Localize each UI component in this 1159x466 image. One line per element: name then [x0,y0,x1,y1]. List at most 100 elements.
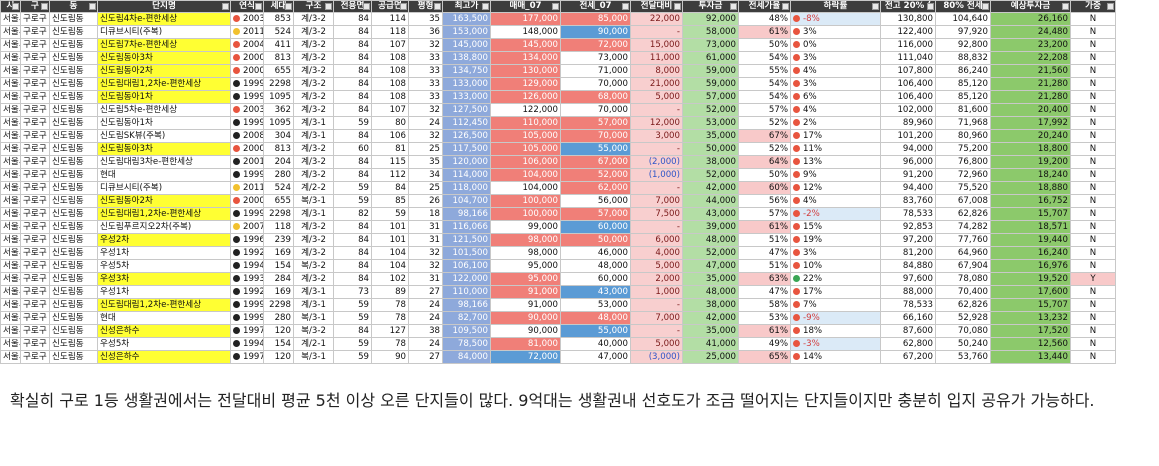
cell-text: 디큐브시티(주복) [100,182,163,193]
cell: 서울시 [0,155,21,169]
cell: 15,707 [990,207,1071,221]
cell: 신도림동 [49,38,98,52]
cell: 신도림동 [49,77,98,91]
cell: 신도림동 [49,311,98,325]
column-header: 80% 전세 [935,0,991,13]
spreadsheet: 시 구 동 단지명 연식 세대 구조 전용면 공급면 평형 최고가 매매_07 전세_07 전달대비 투자금… [0,0,1116,364]
cell-text: 112 [389,169,406,180]
cell-text: 133,000 [452,91,488,102]
cell: N [1070,25,1116,39]
column-header: 전용면 [333,0,372,13]
cell-text: 계/3-1 [301,117,326,128]
cell-text: 계/2-1 [301,338,326,349]
cell-text: 204 [274,156,291,167]
cell: 53,760 [935,350,991,364]
cell: - [630,324,683,338]
cell: 서울시 [0,129,21,143]
cell: 95,000 [490,272,561,286]
cell-text: 52,000 [705,247,736,258]
cell: 신도림동 [49,337,98,351]
cell: 53,000 [560,298,631,312]
cell-text: 84 [358,221,369,232]
cell-text: 서울시 [3,195,20,206]
cell: N [1070,298,1116,312]
cell: 133,000 [442,90,491,104]
cell: 17,520 [990,324,1071,338]
cell: N [1070,90,1116,104]
cell: 32 [408,103,443,117]
cell: 우성2차 [97,233,231,247]
table-row: 서울시구로구 신도림동 신도림동아3차 2000 813 계/3-2 60 81 25 117,5… [0,142,1116,156]
cell-text: 63% [768,273,788,284]
cell: 84,000 [442,350,491,364]
cell-text: 61% [768,221,788,232]
cell-text: 서울시 [3,325,20,336]
cell-text: 계/3-1 [301,286,326,297]
cell: 7,000 [630,311,683,325]
cell: 신도림동 [49,64,98,78]
cell: 신도림동 [49,129,98,143]
cell-text: 2004 [243,39,264,50]
cell-text: 24 [429,117,440,128]
cell-text: 85,120 [957,78,988,89]
cell-text: 90,000 [527,325,558,336]
cell-text: 59,000 [705,65,736,76]
cell-text: 145,000 [452,39,488,50]
cell-text: 92,853 [902,221,933,232]
cell-text: 50% [768,39,788,50]
cell-text: 32 [429,104,440,115]
cell: 59 [333,311,372,325]
cell-text: N [1089,247,1097,258]
cell: 52,000 [682,103,739,117]
cell-text: 2000 [243,195,264,206]
cell-text: 98,166 [457,208,488,219]
cell: 신도림동 [49,12,98,26]
cell-text: 94,000 [902,143,933,154]
cell-text: 24 [429,312,440,323]
cell-text: 신도림동 [52,260,84,271]
cell-text: 7% [803,299,817,310]
cell-text: 구로구 [23,221,47,232]
cell: 853 [263,12,294,26]
cell-text: 32 [429,39,440,50]
cell: 구로구 [20,90,50,104]
cell: 120,000 [442,155,491,169]
cell: 18,571 [990,220,1071,234]
cell: 284 [263,272,294,286]
table-row: 서울시구로구 신도림동 신도림대림1,2차e-편한세상 1999 2298 계/3-1 59… [0,298,1116,312]
cell: 2007 [230,220,264,234]
cell: 서울시 [0,12,21,26]
paragraph: 확실히 구로 1등 생활권에서는 전달대비 평균 5천 이상 오른 단지들이 많… [10,391,1095,410]
cell: 16,976 [990,259,1071,273]
cell-text: 현대 [100,169,116,180]
cell-text: 신도림동 [52,182,84,193]
cell: 35,000 [682,129,739,143]
cell-text: 32 [429,260,440,271]
cell: 13% [790,155,881,169]
cell: 18,800 [990,142,1071,156]
cell: 계/3-2 [293,272,334,286]
cell-text: 계/3-1 [301,208,326,219]
cell-text: 서울시 [3,273,20,284]
cell-text: 20,400 [1037,104,1068,115]
year-icon [233,326,240,334]
cell: 67,200 [880,350,936,364]
cell-text: 84 [358,325,369,336]
cell-text: 127 [389,325,406,336]
cell-text: 655 [274,65,291,76]
cell: 84 [333,51,372,65]
cell-text: 구로구 [23,78,47,89]
cell-text: 2011 [243,26,264,37]
cell: 106,400 [880,90,936,104]
cell-text: 51% [768,234,788,245]
table-row: 서울시구로구 신도림동 우성3차 1993 284 계/3-2 84 102 31 122,000… [0,272,1116,286]
cell: 60 [333,142,372,156]
cell: 655 [263,64,294,78]
cell-text: 계/3-2 [301,273,326,284]
cell: 51% [738,233,791,247]
cell: 계/3-2 [293,38,334,52]
cell: 신도림동 [49,103,98,117]
cell: N [1070,233,1116,247]
cell: 126,500 [442,129,491,143]
cell-text: 구로구 [23,299,47,310]
